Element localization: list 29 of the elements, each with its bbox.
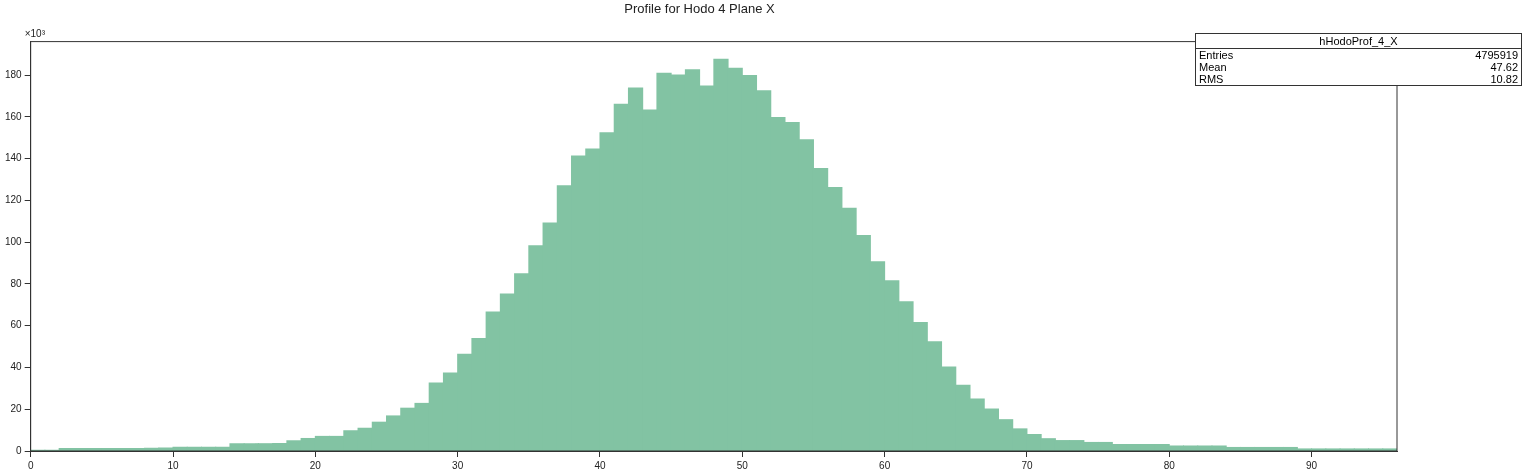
annotation: RMS [1199,73,1224,85]
text: 10.82 [1490,73,1518,85]
annotation: hHodoProf_4_X [1196,34,1521,49]
y-tick-label: 140 [5,152,23,164]
x-tick-label: 40 [594,459,606,471]
x-tick-label: 20 [309,459,322,471]
y-tick-label: 60 [10,319,23,331]
annotation: Entries [1199,49,1234,61]
y-tick-label: 160 [5,110,23,122]
x-tick-label: 30 [452,459,464,471]
x-tick-label: 10 [167,459,180,471]
chart-title: Profile for Hodo 4 Plane X [624,1,775,17]
y-tick-label: 100 [5,235,23,247]
x-tick-label: 90 [1306,459,1318,471]
y-tick-label: 180 [5,68,23,80]
annotation: Mean [1199,61,1227,73]
y-tick-label: 40 [10,361,23,373]
text: 4795919 [1475,49,1518,61]
x-tick-label: 0 [27,459,34,471]
y-axis-title: ×10³ [24,28,46,40]
y-tick-label: 20 [10,402,23,414]
y-tick-label: 80 [10,277,23,289]
x-tick-label: 80 [1163,459,1176,471]
text: 47.62 [1490,61,1518,73]
y-tick-label: 0 [16,444,23,456]
x-tick-label: 50 [736,459,749,471]
y-tick-label: 120 [5,194,23,206]
x-tick-label: 60 [879,459,891,471]
x-tick-label: 70 [1021,459,1033,471]
